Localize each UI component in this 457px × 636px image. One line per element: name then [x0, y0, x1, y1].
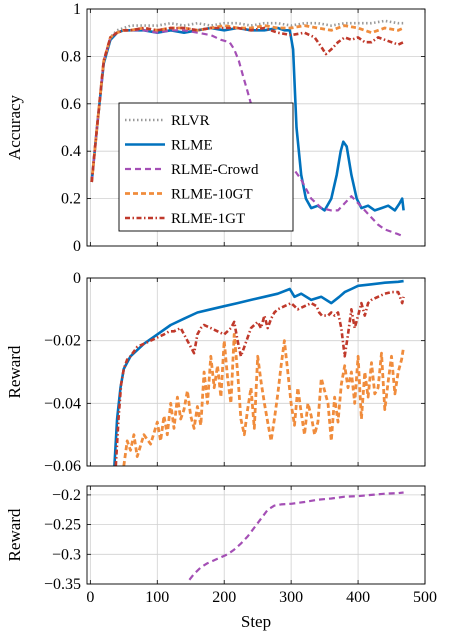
legend-label: RLME — [171, 138, 213, 154]
legend-label: RLME-10GT — [171, 187, 253, 203]
y-tick-label: 0.2 — [61, 191, 81, 208]
series-group — [188, 491, 404, 581]
series-line-rlme-1gt — [90, 26, 405, 183]
x-tick-label: 100 — [145, 589, 169, 606]
legend: RLVR RLME RLME-Crowd RLME-10GT RLME-1GT — [118, 102, 294, 232]
plot-frame — [86, 277, 426, 467]
y-tick-label: −0.25 — [44, 517, 81, 534]
legend-label: RLME-Crowd — [171, 162, 259, 178]
y-tick-label: 0.8 — [61, 48, 81, 65]
legend-label: RLVR — [171, 113, 210, 129]
series-line-rlvr — [90, 19, 404, 183]
x-tick-label: 400 — [346, 589, 370, 606]
y-tick-label: 1 — [73, 1, 81, 18]
y-axis-label: Accuracy — [5, 94, 24, 160]
y-tick-label: 0.6 — [61, 96, 81, 113]
y-tick-label: −0.02 — [44, 333, 81, 350]
legend-box — [118, 102, 294, 232]
y-tick-label: −0.2 — [52, 487, 81, 504]
legend-label: RLME-1GT — [171, 211, 245, 227]
panel-3: −0.2 −0.25 −0.3 −0.35 0 100 200 300 400 500 Reward… — [5, 485, 437, 631]
series-line-rlme-10gt — [122, 332, 405, 466]
y-tick-label: −0.35 — [44, 576, 81, 593]
y-axis-label: Reward — [5, 345, 24, 398]
y-tick-label: −0.3 — [52, 546, 81, 563]
plot-frame — [86, 485, 426, 585]
x-tick-label: 300 — [279, 589, 303, 606]
panel-2: 0 −0.02 −0.04 −0.06 Reward — [5, 270, 426, 475]
x-tick-label: 0 — [86, 589, 94, 606]
series-line-rlme-crowd — [188, 491, 404, 581]
y-axis-label: Reward — [5, 508, 24, 561]
y-tick-label: −0.06 — [44, 458, 81, 475]
series-group — [113, 279, 405, 466]
y-tick-label: 0 — [73, 238, 81, 255]
y-tick-label: 0.4 — [61, 143, 81, 160]
y-tick-label: −0.04 — [44, 395, 81, 412]
series-line-rlme-10gt — [90, 24, 405, 183]
y-tick-label: 0 — [73, 270, 81, 287]
x-axis-label: Step — [241, 612, 271, 631]
x-tick-label: 200 — [212, 589, 236, 606]
plot-frame — [86, 8, 426, 247]
series-line-rlme — [113, 279, 404, 466]
x-tick-label: 500 — [413, 589, 437, 606]
series-line-rlme-1gt — [114, 290, 405, 466]
